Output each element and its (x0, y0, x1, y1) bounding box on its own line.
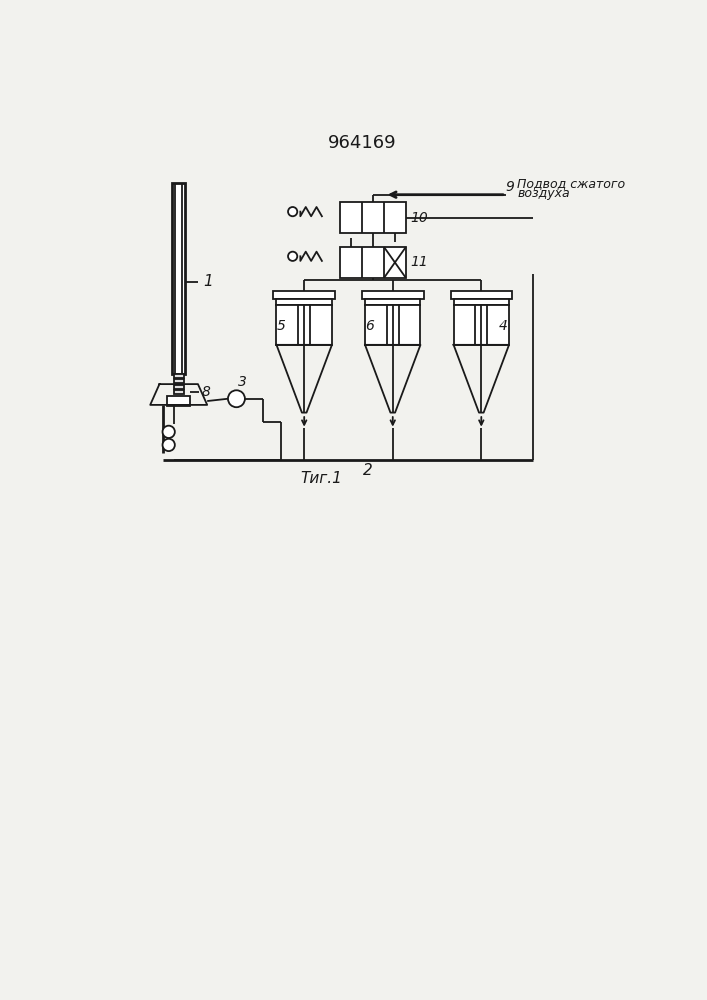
Bar (174, 379, 184, 383)
Text: 6: 6 (366, 319, 374, 333)
Circle shape (288, 252, 297, 261)
Text: воздуха: воздуха (518, 187, 570, 200)
Circle shape (288, 207, 297, 216)
Bar (174, 385, 184, 389)
Bar (276, 305, 332, 345)
Text: 11: 11 (411, 255, 428, 269)
Text: 2: 2 (363, 463, 372, 478)
Bar (365, 299, 421, 305)
Circle shape (163, 426, 175, 438)
Text: 1: 1 (203, 274, 213, 289)
Text: 8: 8 (202, 385, 211, 399)
Circle shape (163, 439, 175, 451)
Circle shape (228, 390, 245, 407)
Text: 4: 4 (498, 319, 508, 333)
Bar (365, 305, 421, 345)
Bar (276, 299, 332, 305)
Text: 10: 10 (411, 211, 428, 225)
Text: Подвод сжатого: Подвод сжатого (518, 177, 626, 190)
Bar (274, 291, 335, 299)
Bar (454, 305, 509, 345)
Bar (362, 291, 423, 299)
Bar (172, 183, 185, 374)
Text: 3: 3 (238, 375, 247, 389)
Bar (174, 390, 184, 394)
Text: 964169: 964169 (327, 134, 396, 152)
Bar (167, 396, 190, 406)
Bar (450, 291, 512, 299)
Bar (174, 374, 184, 378)
Bar (454, 299, 509, 305)
Text: 9: 9 (506, 180, 514, 194)
Text: 5: 5 (276, 319, 286, 333)
Bar (340, 202, 406, 233)
Text: Τиг.1: Τиг.1 (300, 471, 342, 486)
Bar (340, 247, 406, 278)
